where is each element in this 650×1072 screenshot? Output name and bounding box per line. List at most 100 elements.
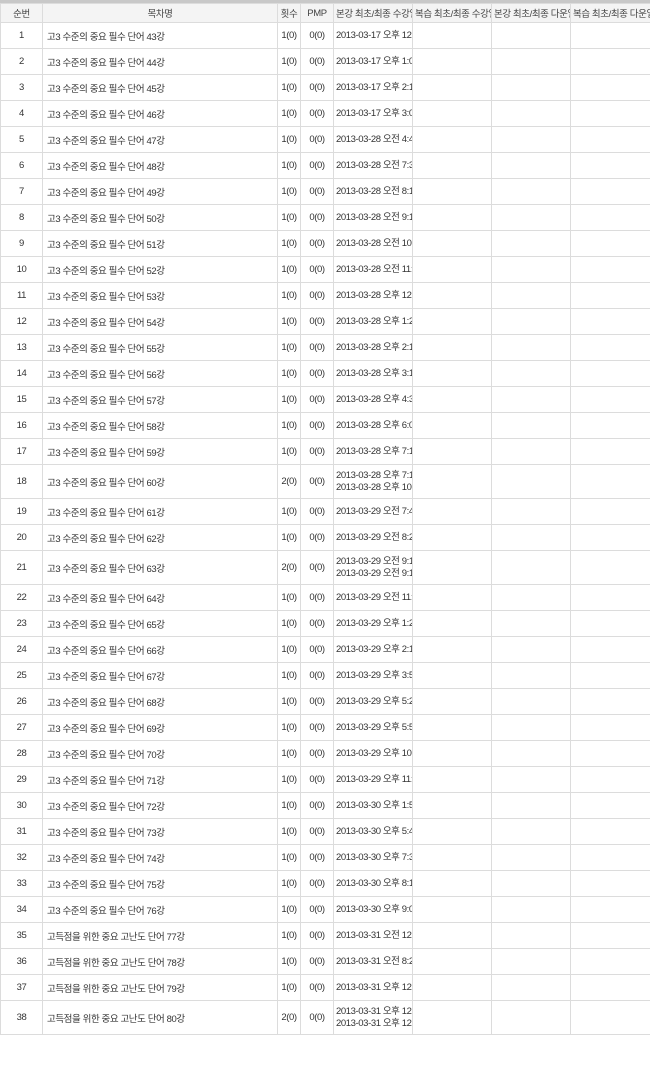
watch-dates: 2013-03-31 오후 12:09:00 xyxy=(333,974,413,1001)
watch-date: 2013-03-28 오전 7:39:00 xyxy=(336,159,412,171)
empty-cell xyxy=(570,584,650,611)
empty-cell xyxy=(491,766,571,793)
empty-cell xyxy=(491,870,571,897)
table-row: 3 고3 수준의 중요 필수 단어 45강 1(0) 0(0) 2013-03-17 오… xyxy=(0,74,650,101)
watch-date: 2013-03-28 오후 1:21:00 xyxy=(336,315,412,327)
watch-dates: 2013-03-28 오전 8:14:00 xyxy=(333,178,413,205)
empty-cell xyxy=(412,870,492,897)
table-row: 2 고3 수준의 중요 필수 단어 44강 1(0) 0(0) 2013-03-17 오… xyxy=(0,48,650,75)
watch-date: 2013-03-29 오후 2:12:00 xyxy=(336,643,412,655)
watch-dates: 2013-03-28 오전 4:45:00 xyxy=(333,126,413,153)
row-number: 28 xyxy=(0,740,43,767)
table-row: 20 고3 수준의 중요 필수 단어 62강 1(0) 0(0) 2013-03-29 … xyxy=(0,524,650,551)
watch-dates: 2013-03-17 오후 2:11:00 xyxy=(333,74,413,101)
watch-dates: 2013-03-29 오후 2:12:00 xyxy=(333,636,413,663)
empty-cell xyxy=(570,714,650,741)
lecture-title: 고3 수준의 중요 필수 단어 55강 xyxy=(42,334,278,361)
watch-dates: 2013-03-31 오전 12:29:00 xyxy=(333,922,413,949)
view-count: 1(0) xyxy=(277,282,301,309)
empty-cell xyxy=(412,360,492,387)
lecture-title: 고3 수준의 중요 필수 단어 46강 xyxy=(42,100,278,127)
empty-cell xyxy=(491,948,571,975)
table-row: 9 고3 수준의 중요 필수 단어 51강 1(0) 0(0) 2013-03-28 오… xyxy=(0,230,650,257)
empty-cell xyxy=(412,334,492,361)
empty-cell xyxy=(412,550,492,585)
view-count: 1(0) xyxy=(277,412,301,439)
row-number: 12 xyxy=(0,308,43,335)
view-count: 1(0) xyxy=(277,688,301,715)
empty-cell xyxy=(570,74,650,101)
empty-cell xyxy=(491,282,571,309)
watch-dates: 2013-03-29 오전 11:19:00 xyxy=(333,584,413,611)
pmp-count: 0(0) xyxy=(300,870,334,897)
empty-cell xyxy=(412,688,492,715)
lecture-title: 고3 수준의 중요 필수 단어 71강 xyxy=(42,766,278,793)
row-number: 35 xyxy=(0,922,43,949)
lecture-title: 고3 수준의 중요 필수 단어 54강 xyxy=(42,308,278,335)
pmp-count: 0(0) xyxy=(300,922,334,949)
watch-dates: 2013-03-28 오전 10:13:00 xyxy=(333,230,413,257)
table-row: 13 고3 수준의 중요 필수 단어 55강 1(0) 0(0) 2013-03-28 … xyxy=(0,334,650,361)
empty-cell xyxy=(491,792,571,819)
empty-cell xyxy=(570,152,650,179)
row-number: 27 xyxy=(0,714,43,741)
watch-dates: 2013-03-28 오후 7:15:002013-03-28 오후 10:15… xyxy=(333,464,413,499)
view-count: 1(0) xyxy=(277,308,301,335)
lecture-title: 고3 수준의 중요 필수 단어 61강 xyxy=(42,498,278,525)
watch-date: 2013-03-28 오후 7:15:00 xyxy=(336,445,412,457)
pmp-count: 0(0) xyxy=(300,464,334,499)
empty-cell xyxy=(491,360,571,387)
view-count: 1(0) xyxy=(277,818,301,845)
table-row: 17 고3 수준의 중요 필수 단어 59강 1(0) 0(0) 2013-03-28 … xyxy=(0,438,650,465)
view-count: 1(0) xyxy=(277,948,301,975)
view-count: 1(0) xyxy=(277,100,301,127)
lecture-title: 고득점을 위한 중요 고난도 단어 78강 xyxy=(42,948,278,975)
empty-cell xyxy=(570,636,650,663)
watch-dates: 2013-03-28 오전 9:13:00 xyxy=(333,204,413,231)
pmp-count: 0(0) xyxy=(300,412,334,439)
watch-dates: 2013-03-29 오전 8:20:00 xyxy=(333,524,413,551)
watch-date: 2013-03-29 오전 9:15:00 xyxy=(336,555,412,567)
empty-cell xyxy=(491,22,571,49)
row-number: 2 xyxy=(0,48,43,75)
table-row: 30 고3 수준의 중요 필수 단어 72강 1(0) 0(0) 2013-03-30 … xyxy=(0,792,650,819)
watch-date: 2013-03-30 오후 8:19:00 xyxy=(336,877,412,889)
empty-cell xyxy=(570,948,650,975)
row-number: 24 xyxy=(0,636,43,663)
pmp-count: 0(0) xyxy=(300,766,334,793)
watch-dates: 2013-03-29 오후 1:21:00 xyxy=(333,610,413,637)
table-row: 19 고3 수준의 중요 필수 단어 61강 1(0) 0(0) 2013-03-29 … xyxy=(0,498,650,525)
watch-dates: 2013-03-31 오전 8:25:00 xyxy=(333,948,413,975)
lecture-title: 고3 수준의 중요 필수 단어 74강 xyxy=(42,844,278,871)
view-count: 1(0) xyxy=(277,636,301,663)
lecture-title: 고득점을 위한 중요 고난도 단어 77강 xyxy=(42,922,278,949)
row-number: 36 xyxy=(0,948,43,975)
row-number: 3 xyxy=(0,74,43,101)
empty-cell xyxy=(491,688,571,715)
row-number: 17 xyxy=(0,438,43,465)
row-number: 1 xyxy=(0,22,43,49)
row-number: 30 xyxy=(0,792,43,819)
column-header: 횟수 xyxy=(277,3,301,23)
empty-cell xyxy=(491,1000,571,1035)
watch-date: 2013-03-30 오후 5:48:00 xyxy=(336,825,412,837)
table-row: 33 고3 수준의 중요 필수 단어 75강 1(0) 0(0) 2013-03-30 … xyxy=(0,870,650,897)
watch-dates: 2013-03-29 오후 5:23:00 xyxy=(333,688,413,715)
view-count: 1(0) xyxy=(277,230,301,257)
lecture-title: 고3 수준의 중요 필수 단어 53강 xyxy=(42,282,278,309)
watch-date: 2013-03-29 오전 7:44:00 xyxy=(336,505,412,517)
view-count: 1(0) xyxy=(277,766,301,793)
table-row: 15 고3 수준의 중요 필수 단어 57강 1(0) 0(0) 2013-03-28 … xyxy=(0,386,650,413)
watch-date: 2013-03-31 오후 12:37:00 xyxy=(336,1005,412,1017)
row-number: 8 xyxy=(0,204,43,231)
table-row: 6 고3 수준의 중요 필수 단어 48강 1(0) 0(0) 2013-03-28 오… xyxy=(0,152,650,179)
empty-cell xyxy=(570,550,650,585)
column-header: 복습 최초/최종 수강일시 xyxy=(412,3,492,23)
table-row: 4 고3 수준의 중요 필수 단어 46강 1(0) 0(0) 2013-03-17 오… xyxy=(0,100,650,127)
empty-cell xyxy=(412,610,492,637)
empty-cell xyxy=(570,308,650,335)
row-number: 9 xyxy=(0,230,43,257)
empty-cell xyxy=(412,282,492,309)
